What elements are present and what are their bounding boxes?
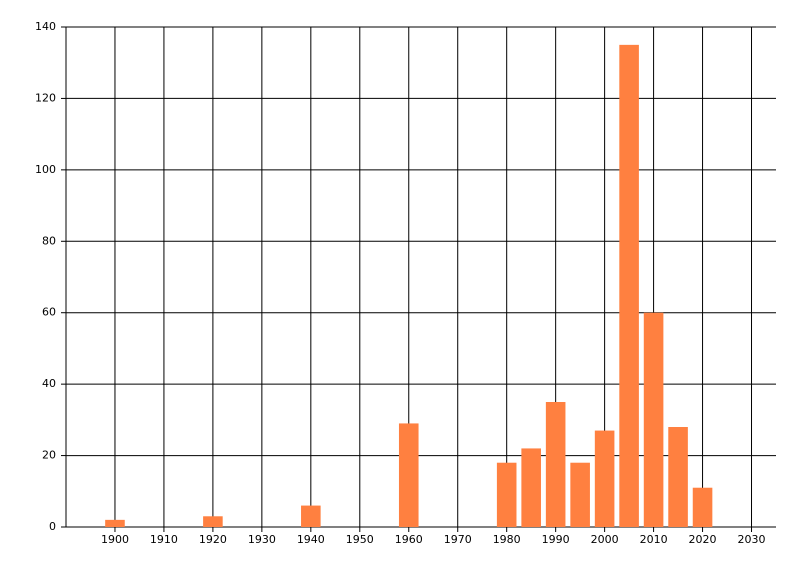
- x-tick-label: 1970: [444, 533, 472, 546]
- y-tick-label: 140: [35, 20, 56, 33]
- y-tick-label: 20: [42, 449, 56, 462]
- bar: [301, 505, 321, 527]
- x-tick-label: 2000: [591, 533, 619, 546]
- x-tick-label: 1910: [150, 533, 178, 546]
- bar: [692, 487, 713, 527]
- x-tick-label: 1980: [493, 533, 521, 546]
- bar: [496, 462, 517, 527]
- x-tick-label: 1920: [199, 533, 227, 546]
- x-tick-label: 2030: [738, 533, 766, 546]
- x-tick-label: 1960: [395, 533, 423, 546]
- bar: [570, 462, 590, 527]
- x-tick-label: 1900: [101, 533, 129, 546]
- x-tick-label: 1940: [297, 533, 325, 546]
- y-tick-label: 0: [49, 520, 56, 533]
- bar: [643, 312, 664, 527]
- bar: [594, 430, 615, 527]
- bar: [105, 519, 125, 527]
- x-tick-label: 2020: [689, 533, 717, 546]
- y-tick-label: 40: [42, 377, 56, 390]
- bar: [398, 423, 419, 527]
- y-tick-label: 80: [42, 234, 56, 247]
- x-tick-label: 1930: [248, 533, 276, 546]
- y-tick-label: 100: [35, 163, 56, 176]
- y-tick-label: 60: [42, 306, 56, 319]
- bar: [668, 427, 688, 527]
- x-tick-label: 1950: [346, 533, 374, 546]
- x-tick-label: 2010: [640, 533, 668, 546]
- bar: [521, 448, 541, 527]
- x-tick-label: 1990: [542, 533, 570, 546]
- bar: [545, 402, 566, 527]
- bar: [203, 516, 223, 527]
- bar: [619, 44, 639, 527]
- y-tick-label: 120: [35, 91, 56, 104]
